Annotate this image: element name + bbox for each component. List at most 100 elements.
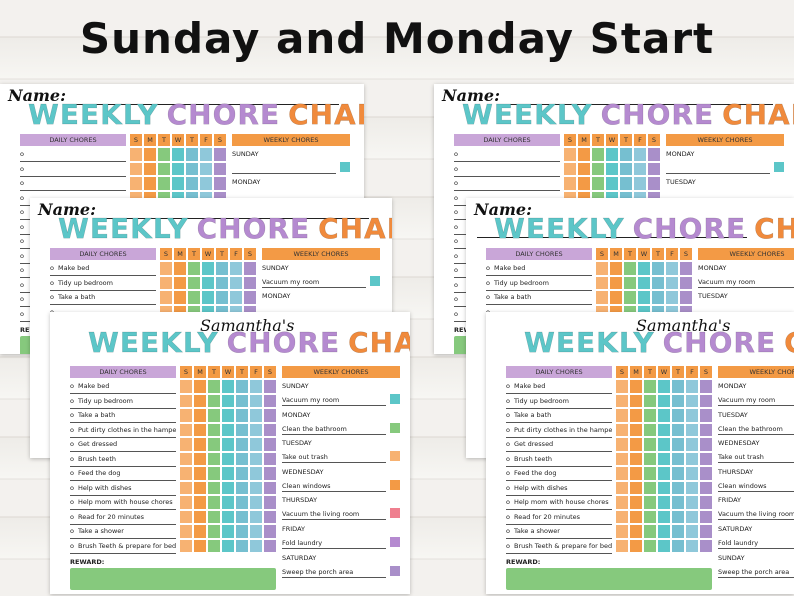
weekly-check-box [774,162,784,172]
chore-label: Help mom with house chores [77,498,173,506]
chore-row: o Help with dishes [70,482,176,496]
chore-bullet: o [454,266,458,274]
check-cell [680,276,692,289]
check-cell [672,525,684,538]
chore-bullet: o [486,308,490,316]
check-cell [700,496,712,509]
day-letter: S [596,248,608,260]
chore-bullet: o [70,483,74,492]
day-letter: F [250,366,262,378]
weekly-task: Vacuum my room [718,396,776,404]
chore-bullet: o [506,425,510,434]
check-cell [630,467,642,480]
check-cell [616,496,628,509]
check-cell [666,276,678,289]
chore-bullet: o [70,425,74,434]
chore-label: Brush Teeth & prepare for bed [513,541,612,550]
name-underline [99,218,370,219]
chore-bullet: o [506,382,510,390]
day-letter: W [606,134,618,146]
chore-row: o Read for 20 minutes [70,511,176,525]
day-letter: T [188,248,200,260]
check-cell [578,162,590,175]
check-cell [186,177,198,190]
check-cell [620,162,632,175]
check-cell [624,262,636,275]
check-cell [686,380,698,393]
check-cell [208,481,220,494]
chore-row: o Make bed [50,262,156,276]
check-cell [680,291,692,304]
weekly-chores-header: WEEKLY CHORES [232,134,350,146]
chore-bullet: o [506,454,510,463]
check-cell [264,496,276,509]
grid-column [194,380,206,552]
check-cell [194,525,206,538]
name-label: Name: [442,86,774,105]
check-cell [264,481,276,494]
check-cell [180,409,192,422]
grid-column [644,380,656,552]
check-cell [700,380,712,393]
check-cell [700,394,712,407]
check-cell [564,177,576,190]
day-letter: T [644,366,656,378]
grid-column [616,380,628,552]
weekly-check-box [340,162,350,172]
check-cell [638,291,650,304]
check-cell [592,177,604,190]
chart-title: WEEKLYCHORECHART [88,326,410,359]
check-cell [644,510,656,523]
check-cell [172,148,184,161]
check-cell [672,452,684,465]
check-cell [222,467,234,480]
check-cell [610,262,622,275]
check-cell [624,276,636,289]
chore-row: o Take a bath [70,409,176,423]
check-cell [160,276,172,289]
check-cell [180,539,192,552]
chore-bullet: o [506,541,510,550]
chore-row: o [454,148,560,162]
check-cell [652,291,664,304]
chore-bullet: o [506,483,510,492]
grid-column [180,380,192,552]
check-cell [236,452,248,465]
check-cell [564,148,576,161]
chore-label: Help with dishes [513,483,568,492]
name-underline [69,104,340,105]
day-letter: T [236,366,248,378]
chore-bullet: o [70,512,74,521]
check-cell [194,394,206,407]
chore-bullet: o [20,295,24,303]
weekly-task-line [282,433,386,435]
weekly-chores-header: WEEKLY CHORES [282,366,400,378]
weekly-chores-header: WEEKLY CHORES [698,248,794,260]
chore-bullet: o [50,308,54,316]
check-grid [616,380,712,552]
check-cell [244,262,256,275]
check-cell [250,423,262,436]
weekly-task-line [718,576,794,578]
check-cell [264,539,276,552]
chore-bullet: o [454,309,458,318]
check-cell [644,496,656,509]
chore-row: o Brush Teeth & prepare for bed [70,540,176,554]
check-cell [686,510,698,523]
chore-row: o [20,148,126,162]
chore-bullet: o [20,266,24,274]
weekly-task: Vacuum my room [262,278,320,286]
check-cell [686,525,698,538]
check-cell [180,423,192,436]
check-cell [236,539,248,552]
check-cell [620,177,632,190]
check-cell [194,481,206,494]
day-letter: T [216,248,228,260]
check-cell [188,262,200,275]
chore-row: o [20,177,126,191]
check-cell [672,539,684,552]
check-cell [630,496,642,509]
day-letter: M [610,248,622,260]
check-cell [250,394,262,407]
weekly-day-label: THURSDAY [282,496,318,505]
